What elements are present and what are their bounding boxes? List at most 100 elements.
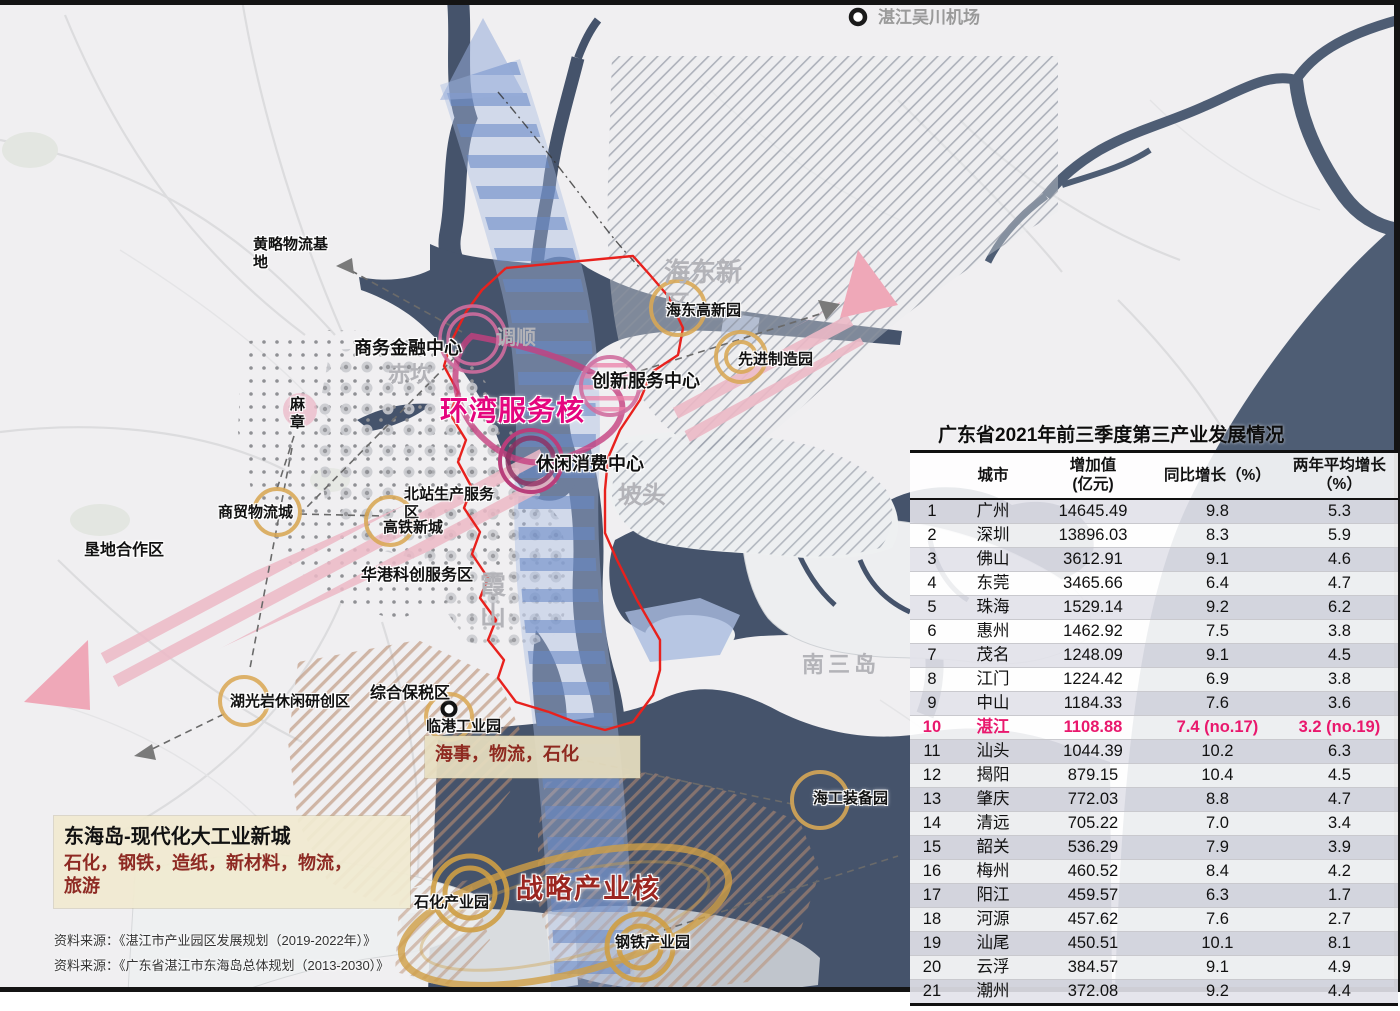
- table-cell: 14: [910, 811, 954, 836]
- axis-arrow-southwest: [24, 640, 90, 710]
- table-cell: 13: [910, 787, 954, 812]
- table-cell: 5: [910, 595, 954, 620]
- mazhang-label: 麻章: [290, 396, 306, 431]
- table-cell: 1529.14: [1031, 595, 1154, 620]
- table-cell: 4.4: [1280, 979, 1398, 1006]
- table-cell: 372.08: [1031, 979, 1154, 1006]
- table-cell: 10.1: [1153, 931, 1281, 956]
- table-cell: 15: [910, 835, 954, 860]
- airport-label: 湛江吴川机场: [878, 8, 980, 27]
- table-cell: 772.03: [1031, 787, 1154, 812]
- table-cell: 3612.91: [1031, 547, 1154, 572]
- table-cell: 4.2: [1280, 859, 1398, 884]
- header-city: 城市: [953, 449, 1032, 500]
- potou-label: 坡头: [618, 482, 666, 509]
- table-cell: 879.15: [1031, 763, 1154, 788]
- table-cell: 6.3: [1153, 883, 1281, 908]
- xiashan-label: 霞山: [480, 570, 507, 631]
- table-cell: 9: [910, 691, 954, 716]
- table-cell: 汕尾: [953, 931, 1032, 956]
- table-cell: 5.3: [1280, 498, 1398, 524]
- huanglue-logistics-label: 黄略物流基地: [253, 236, 329, 271]
- table-cell: 肇庆: [953, 787, 1032, 812]
- table-cell: 9.1: [1153, 955, 1281, 980]
- table-cell: 江门: [953, 667, 1032, 692]
- marine-equipment-park-label: 海工装备园: [813, 790, 889, 807]
- lingang-tags-box: 海事，物流，石化: [425, 736, 640, 778]
- table-cell: 8.3: [1153, 523, 1281, 548]
- table-cell: 536.29: [1031, 835, 1154, 860]
- table-cell: 6.2: [1280, 595, 1398, 620]
- table-row: 8 江门 1224.42 6.9 3.8: [910, 667, 1398, 692]
- steel-park-label: 钢铁产业园: [615, 934, 691, 951]
- table-cell: 20: [910, 955, 954, 980]
- table-cell: 7.6: [1153, 907, 1281, 932]
- table-cell: 韶关: [953, 835, 1032, 860]
- donghai-box: 东海岛-现代化大工业新城 石化，钢铁，造纸，新材料，物流， 旅游: [54, 816, 410, 908]
- table-cell: 8: [910, 667, 954, 692]
- table-cell: 3.2 (no.19): [1280, 715, 1398, 740]
- table-cell: 阳江: [953, 883, 1032, 908]
- source-citation-1: 资料来源：《湛江市产业园区发展规划（2019-2022年）》: [54, 933, 377, 948]
- table-cell: 2: [910, 523, 954, 548]
- table-cell: 8.4: [1153, 859, 1281, 884]
- lingang-industrial-park-label: 临港工业园: [426, 718, 502, 735]
- header-two-year-avg: 两年平均增长 （%）: [1280, 449, 1398, 500]
- table-cell: 459.57: [1031, 883, 1154, 908]
- table-cell: 1.7: [1280, 883, 1398, 908]
- table-cell: 9.1: [1153, 643, 1281, 668]
- table-row: 19 汕尾 450.51 10.1 8.1: [910, 931, 1398, 956]
- petrochemical-park-label: 石化产业园: [414, 894, 490, 911]
- table-cell: 4.7: [1280, 571, 1398, 596]
- table-cell: 9.8: [1153, 498, 1281, 524]
- table-cell: 1044.39: [1031, 739, 1154, 764]
- table-cell: 7: [910, 643, 954, 668]
- table-cell: 4.5: [1280, 763, 1398, 788]
- hsr-new-town-label: 高铁新城: [383, 519, 444, 536]
- industry-stats-panel: 广东省2021年前三季度第三产业发展情况 城市 增加值 (亿元) 同比增长（%）…: [910, 420, 1398, 1006]
- table-cell: 7.9: [1153, 835, 1281, 860]
- huagang-scitech-zone-label: 华港科创服务区: [361, 567, 474, 584]
- table-cell: 云浮: [953, 955, 1032, 980]
- channel-arrow-north: [440, 18, 525, 100]
- table-cell: 1108.88: [1031, 715, 1154, 740]
- bonded-zone-marker-icon: [440, 700, 458, 718]
- table-row: 14 清远 705.22 7.0 3.4: [910, 811, 1398, 836]
- table-row: 2 深圳 13896.03 8.3 5.9: [910, 523, 1398, 548]
- table-cell: 东莞: [953, 571, 1032, 596]
- table-row: 10 湛江 1108.88 7.4 (no.17) 3.2 (no.19): [910, 715, 1398, 740]
- table-row: 7 茂名 1248.09 9.1 4.5: [910, 643, 1398, 668]
- table-row: 1 广州 14645.49 9.8 5.3: [910, 498, 1398, 524]
- table-cell: 6.4: [1153, 571, 1281, 596]
- haidong-new-area-label: 海东新区: [664, 257, 743, 320]
- table-row: 4 东莞 3465.66 6.4 4.7: [910, 571, 1398, 596]
- header-yoy-growth: 同比增长（%）: [1153, 449, 1281, 500]
- table-cell: 450.51: [1031, 931, 1154, 956]
- table-cell: 深圳: [953, 523, 1032, 548]
- table-cell: 6.3: [1280, 739, 1398, 764]
- table-cell: 1184.33: [1031, 691, 1154, 716]
- table-cell: 4.6: [1280, 547, 1398, 572]
- table-cell: 10.4: [1153, 763, 1281, 788]
- table-cell: 1224.42: [1031, 667, 1154, 692]
- donghai-tags-line2: 旅游: [64, 875, 100, 896]
- table-cell: 梅州: [953, 859, 1032, 884]
- table-cell: 7.5: [1153, 619, 1281, 644]
- table-cell: 1462.92: [1031, 619, 1154, 644]
- table-row: 21 潮州 372.08 9.2 4.4: [910, 979, 1398, 1006]
- table-cell: 7.4 (no.17): [1153, 715, 1281, 740]
- business-finance-center-label: 商务金融中心: [354, 338, 462, 358]
- huguangyan-zone-label: 湖光岩休闲研创区: [230, 693, 351, 710]
- lingang-tags-label: 海事，物流，石化: [435, 744, 579, 764]
- table-cell: 9.1: [1153, 547, 1281, 572]
- table-cell: 4.9: [1280, 955, 1398, 980]
- table-cell: 460.52: [1031, 859, 1154, 884]
- table-row: 13 肇庆 772.03 8.8 4.7: [910, 787, 1398, 812]
- table-cell: 21: [910, 979, 954, 1006]
- table-row: 12 揭阳 879.15 10.4 4.5: [910, 763, 1398, 788]
- table-cell: 3465.66: [1031, 571, 1154, 596]
- industry-stats-table: 城市 增加值 (亿元) 同比增长（%） 两年平均增长 （%） 1 广州 14645.…: [910, 449, 1398, 1006]
- table-row: 18 河源 457.62 7.6 2.7: [910, 907, 1398, 932]
- table-cell: 3.8: [1280, 667, 1398, 692]
